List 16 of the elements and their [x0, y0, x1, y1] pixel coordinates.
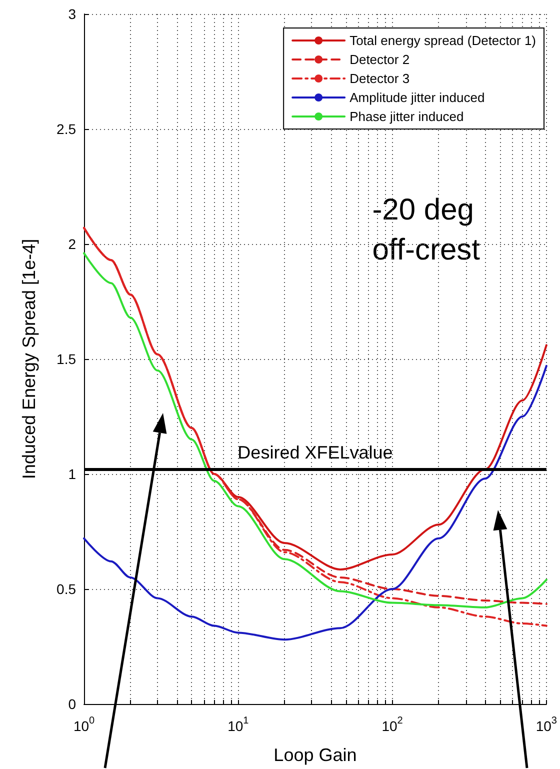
legend-label: Total energy spread (Detector 1) [350, 33, 536, 48]
y-tick-label: 0 [68, 696, 76, 712]
y-axis-title: Induced Energy Spread [1e-4] [19, 238, 39, 480]
annotation: -20 deg off-crest [372, 194, 481, 266]
legend-label: Detector 2 [350, 52, 410, 67]
y-tick-label: 1 [68, 466, 76, 482]
legend-label: Phase jitter induced [350, 109, 464, 124]
y-tick-label: 2 [68, 236, 76, 252]
legend-label: Amplitude jitter induced [350, 90, 485, 105]
y-tick-label: 2.5 [56, 121, 76, 137]
y-tick-label: 0.5 [56, 581, 76, 597]
ref-line-label: Desired XFELvalue [238, 442, 393, 462]
x-axis-title: Loop Gain [274, 745, 357, 765]
legend-label: Detector 3 [350, 71, 410, 86]
y-tick-label: 1.5 [56, 351, 76, 367]
y-tick-label: 3 [68, 6, 76, 22]
